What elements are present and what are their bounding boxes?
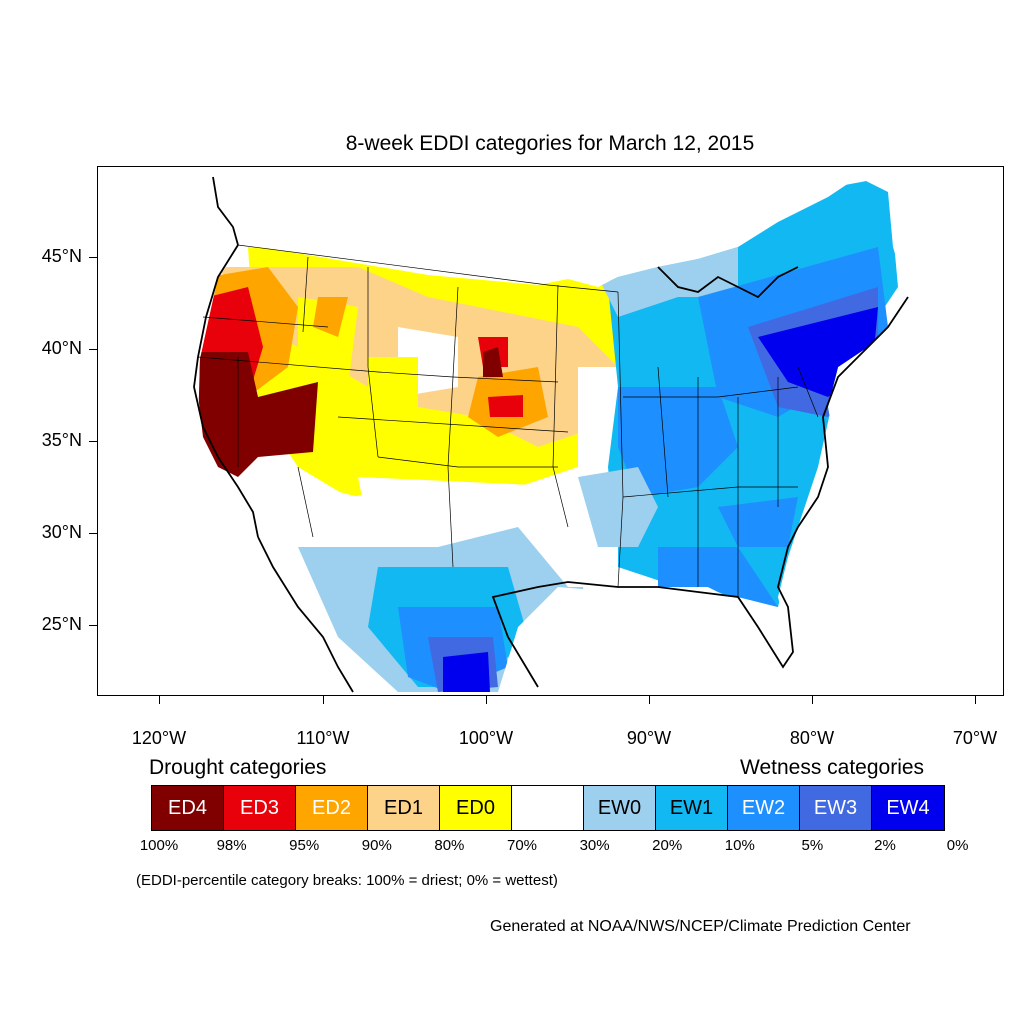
legend-swatch: ED2 bbox=[296, 786, 368, 830]
legend-swatch: EW0 bbox=[584, 786, 656, 830]
lat-label: 35°N bbox=[41, 430, 82, 450]
lat-tick bbox=[89, 257, 97, 258]
lat-tick bbox=[89, 441, 97, 442]
legend-swatch: EW2 bbox=[728, 786, 800, 830]
lat-tick bbox=[89, 349, 97, 350]
lon-tick bbox=[159, 696, 160, 704]
legend-break-label: 0% bbox=[946, 837, 969, 854]
legend-break-label: 30% bbox=[579, 837, 610, 854]
lon-tick bbox=[649, 696, 650, 704]
lon-tick bbox=[812, 696, 813, 704]
legend-swatch: ED3 bbox=[224, 786, 296, 830]
lon-label: 100°W bbox=[458, 728, 514, 748]
legend-swatch: EW3 bbox=[800, 786, 872, 830]
legend-break-label: 100% bbox=[139, 837, 179, 854]
lat-label: 45°N bbox=[41, 246, 82, 266]
wetness-heading: Wetness categories bbox=[740, 756, 925, 779]
lat-label: 25°N bbox=[41, 614, 82, 634]
map-title: 8-week EDDI categories for March 12, 201… bbox=[345, 132, 755, 155]
legend-swatch: ED1 bbox=[368, 786, 440, 830]
lat-tick bbox=[89, 625, 97, 626]
legend-swatch: EW1 bbox=[656, 786, 728, 830]
legend-break-label: 95% bbox=[289, 837, 320, 854]
category-note: (EDDI-percentile category breaks: 100% =… bbox=[136, 872, 558, 889]
lat-tick bbox=[89, 533, 97, 534]
legend-break-label: 70% bbox=[506, 837, 538, 854]
color-legend: ED4 ED3 ED2 ED1 ED0 EW0 EW1 EW2 EW3 EW4 bbox=[151, 785, 945, 831]
lat-label: 30°N bbox=[41, 522, 82, 542]
state-borders bbox=[197, 244, 819, 597]
eddi-shading bbox=[198, 177, 908, 692]
credit-line: Generated at NOAA/NWS/NCEP/Climate Predi… bbox=[490, 918, 911, 935]
legend-swatch bbox=[512, 786, 584, 830]
lon-tick bbox=[323, 696, 324, 704]
legend-break-label: 5% bbox=[801, 837, 824, 854]
legend-swatch: ED0 bbox=[440, 786, 512, 830]
coastlines bbox=[193, 176, 909, 693]
lon-label: 90°W bbox=[626, 728, 672, 748]
eddi-map bbox=[97, 166, 1004, 696]
legend-break-label: 80% bbox=[434, 837, 465, 854]
lon-tick bbox=[975, 696, 976, 704]
lat-label: 40°N bbox=[41, 338, 82, 358]
lon-label: 110°W bbox=[296, 728, 350, 748]
drought-heading: Drought categories bbox=[149, 756, 327, 779]
lon-tick bbox=[486, 696, 487, 704]
lon-label: 120°W bbox=[131, 728, 187, 748]
legend-break-label: 98% bbox=[216, 837, 247, 854]
legend-break-label: 20% bbox=[652, 837, 683, 854]
legend-break-label: 90% bbox=[361, 837, 392, 854]
eddi-map-svg bbox=[193, 176, 909, 693]
legend-swatch: ED4 bbox=[152, 786, 224, 830]
lon-label: 80°W bbox=[789, 728, 835, 748]
legend-swatch: EW4 bbox=[872, 786, 944, 830]
legend-break-label: 2% bbox=[874, 837, 896, 854]
legend-break-label: 10% bbox=[724, 837, 755, 854]
lon-label: 70°W bbox=[952, 728, 998, 748]
